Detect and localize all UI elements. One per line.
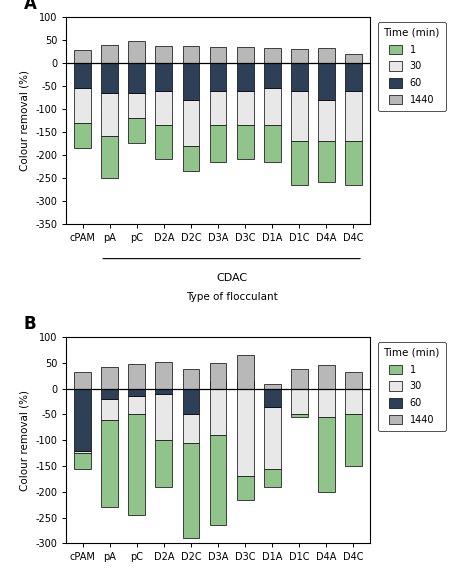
Bar xyxy=(101,420,118,507)
Bar xyxy=(237,47,254,63)
Bar xyxy=(101,399,118,420)
Bar xyxy=(237,355,254,388)
Bar xyxy=(128,364,145,388)
Bar xyxy=(264,63,281,88)
Bar xyxy=(128,63,145,93)
Text: Type of flocculant: Type of flocculant xyxy=(186,292,277,301)
Bar xyxy=(237,125,254,160)
Bar xyxy=(128,41,145,63)
Bar xyxy=(210,125,227,162)
Bar xyxy=(210,435,227,525)
Bar xyxy=(128,415,145,515)
Bar xyxy=(318,63,335,100)
Bar xyxy=(237,381,254,388)
Bar xyxy=(128,388,145,396)
Bar xyxy=(128,118,145,143)
Bar xyxy=(182,388,200,415)
Bar xyxy=(155,125,172,160)
Bar xyxy=(264,88,281,125)
Bar xyxy=(182,46,200,63)
Bar xyxy=(210,90,227,125)
Bar xyxy=(237,476,254,499)
Bar xyxy=(264,49,281,63)
Y-axis label: Colour removal (%): Colour removal (%) xyxy=(19,390,30,491)
Bar xyxy=(237,90,254,125)
Bar xyxy=(101,45,118,63)
Bar xyxy=(74,88,91,122)
Bar xyxy=(182,100,200,145)
Bar xyxy=(291,369,308,388)
Text: A: A xyxy=(24,0,37,13)
Bar xyxy=(291,388,308,415)
Bar xyxy=(155,90,172,125)
Bar xyxy=(182,369,200,388)
Bar xyxy=(291,49,308,63)
Bar xyxy=(345,54,362,63)
Bar xyxy=(101,388,118,399)
Bar xyxy=(182,145,200,171)
Bar xyxy=(318,141,335,182)
Bar xyxy=(345,388,362,415)
Bar xyxy=(101,136,118,178)
Bar xyxy=(264,468,281,487)
Legend: 1, 30, 60, 1440: 1, 30, 60, 1440 xyxy=(378,22,446,111)
Bar xyxy=(74,372,91,388)
Bar xyxy=(74,388,91,451)
Text: CDAC: CDAC xyxy=(216,273,247,283)
Bar xyxy=(210,363,227,388)
Bar xyxy=(345,415,362,466)
Bar xyxy=(291,63,308,90)
Bar xyxy=(264,384,281,388)
Bar xyxy=(318,49,335,63)
Bar xyxy=(345,90,362,141)
Bar xyxy=(155,46,172,63)
Bar xyxy=(345,141,362,185)
Bar xyxy=(264,388,281,407)
Bar xyxy=(237,388,254,476)
Bar xyxy=(345,372,362,388)
Legend: 1, 30, 60, 1440: 1, 30, 60, 1440 xyxy=(378,342,446,431)
Y-axis label: Colour removal (%): Colour removal (%) xyxy=(19,70,30,171)
Bar xyxy=(101,367,118,388)
Bar xyxy=(210,382,227,388)
Bar xyxy=(291,90,308,141)
Bar xyxy=(264,407,281,468)
Bar xyxy=(182,63,200,100)
Bar xyxy=(155,362,172,388)
Bar xyxy=(264,125,281,162)
Bar xyxy=(345,63,362,90)
Bar xyxy=(318,100,335,141)
Bar xyxy=(101,93,118,136)
Bar xyxy=(318,417,335,492)
Bar xyxy=(128,93,145,118)
Bar xyxy=(155,63,172,90)
Bar xyxy=(74,122,91,148)
Text: B: B xyxy=(24,315,36,333)
Bar xyxy=(155,440,172,487)
Bar xyxy=(155,394,172,440)
Bar xyxy=(291,415,308,417)
Bar xyxy=(101,63,118,93)
Bar xyxy=(237,63,254,90)
Bar xyxy=(318,366,335,388)
Bar xyxy=(74,63,91,88)
Bar xyxy=(318,388,335,417)
Bar xyxy=(74,50,91,63)
Bar xyxy=(210,63,227,90)
Bar xyxy=(182,415,200,443)
Bar xyxy=(210,388,227,435)
Bar xyxy=(155,388,172,394)
Bar xyxy=(128,396,145,415)
Bar xyxy=(210,47,227,63)
Bar xyxy=(291,141,308,185)
Bar xyxy=(74,453,91,468)
Bar xyxy=(182,443,200,538)
Bar xyxy=(74,451,91,453)
